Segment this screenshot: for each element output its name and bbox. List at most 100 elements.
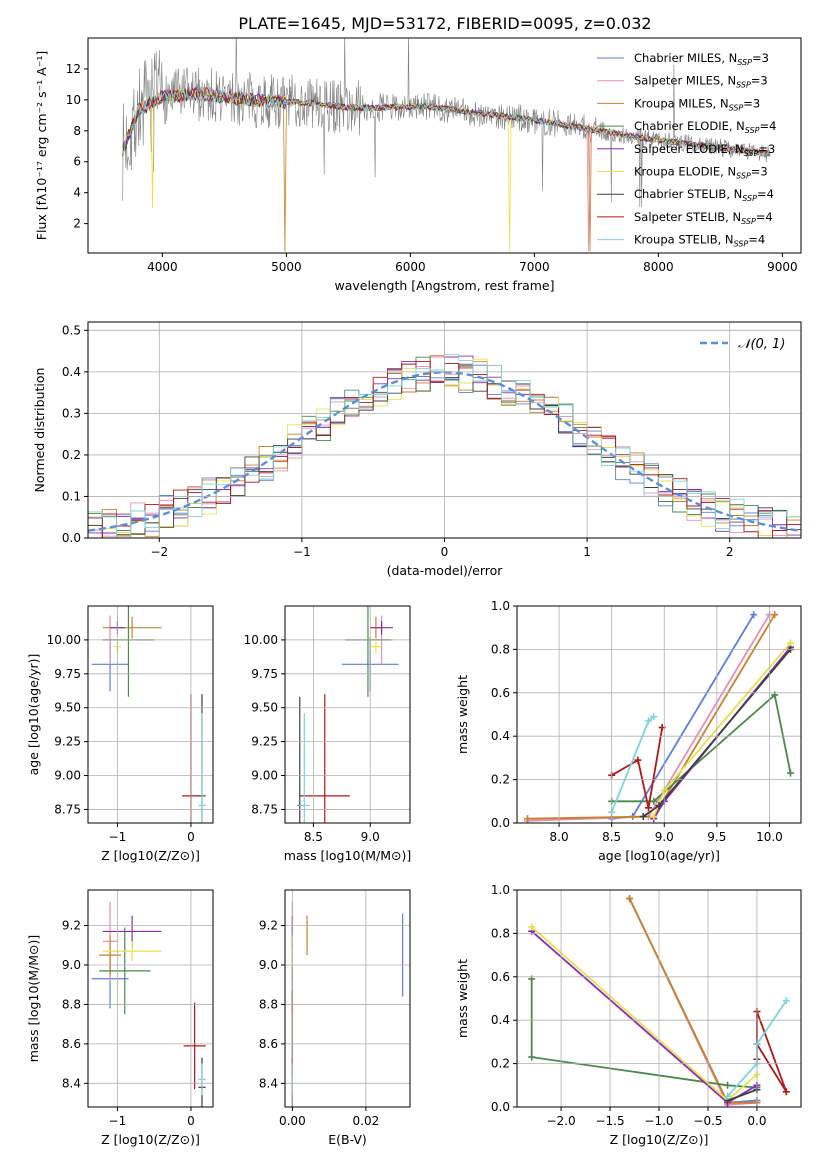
mass-weight-line xyxy=(727,1088,758,1102)
panel-weight_vs_age: 8.0 8.5 9.0 9.5 10.0 0.0 0.2 0.4 0.6 0.8 1.0 age [l… xyxy=(455,599,802,863)
legend-nssp-subscript: SSP xyxy=(736,172,751,181)
x-tick-label: 2 xyxy=(726,545,734,559)
legend-nssp-subscript: SSP xyxy=(736,81,751,90)
y-tick-label: 8.8 xyxy=(259,997,278,1011)
y-axis-label: Flux [fλ10⁻¹⁷ erg cm⁻² s⁻¹ A⁻¹] xyxy=(34,51,49,240)
axes-frame xyxy=(284,605,411,824)
legend-nssp-subscript: SSP xyxy=(729,103,744,112)
errorbar-point xyxy=(198,713,206,823)
mass-weight-line xyxy=(611,614,755,820)
x-tick-label: −0.5 xyxy=(693,1114,722,1128)
x-tick-label: 8.5 xyxy=(602,830,621,844)
y-tick-label: 9.50 xyxy=(251,701,278,715)
mass-weight-line xyxy=(531,926,758,1102)
y-tick-label: 9.75 xyxy=(54,667,81,681)
observed-spectrum xyxy=(122,38,771,208)
legend-model-name: Salpeter MILES xyxy=(634,74,720,88)
model-spectrum-line xyxy=(122,85,771,157)
y-axis-label: mass weight xyxy=(455,959,470,1038)
legend-entry: Kroupa ELODIE, NSSP=3 xyxy=(634,165,768,181)
plot-area-weight_vs_age xyxy=(524,611,794,823)
x-tick-label: 8.0 xyxy=(550,830,569,844)
y-tick-label: 0.2 xyxy=(62,448,81,462)
axes-frame xyxy=(87,37,802,254)
x-tick-label: 0.00 xyxy=(279,1114,306,1128)
legend-model-name: Salpeter STELIB xyxy=(634,210,725,224)
plot-area-mass_vs_ebv xyxy=(291,901,404,1107)
legend-nssp-symbol: , N xyxy=(713,96,729,110)
x-tick-label: −1.5 xyxy=(595,1114,624,1128)
legend-model-name: Chabrier MILES xyxy=(634,51,721,65)
errorbar-point xyxy=(370,639,382,654)
x-tick-label: −1.0 xyxy=(644,1114,673,1128)
legend-entry: Salpeter STELIB, NSSP=4 xyxy=(634,210,773,226)
panel-weight_vs_Z: −2.0 −1.5 −1.0 −0.5 0.0 0.0 0.2 0.4 0.6 0.8 1.0 Z [… xyxy=(455,883,802,1147)
y-tick-label: 10 xyxy=(66,93,81,107)
legend-nssp-subscript: SSP xyxy=(741,217,756,226)
legend-nssp-value: =4 xyxy=(756,210,773,224)
y-tick-label: 0.0 xyxy=(491,816,510,830)
axes-frame xyxy=(87,605,214,824)
errorbar-point xyxy=(99,927,151,1015)
legend-entry: Salpeter ELODIE, NSSP=3 xyxy=(634,142,775,158)
figure-title: PLATE=1645, MJD=53172, FIBERID=0095, z=0… xyxy=(238,14,651,33)
y-tick-label: 6 xyxy=(73,155,81,169)
x-tick-label: −2.0 xyxy=(546,1114,575,1128)
errorbar-point xyxy=(183,1002,206,1090)
legend-model-name: Kroupa STELIB xyxy=(634,233,718,247)
legend-model-name: Salpeter ELODIE xyxy=(634,142,728,156)
mass-weight-marker xyxy=(524,815,532,823)
legend-entry: Salpeter MILES, NSSP=3 xyxy=(634,74,768,90)
y-tick-label: 8.75 xyxy=(54,802,81,816)
x-tick-label: 9.0 xyxy=(361,830,380,844)
x-axis-label: mass [log10(M/M⊙)] xyxy=(284,848,412,863)
plot-area-age_vs_mass xyxy=(297,606,399,823)
y-tick-label: 8.4 xyxy=(62,1076,81,1090)
mass-weight-marker xyxy=(528,1053,536,1061)
axes-frame xyxy=(87,889,214,1108)
y-tick-label: 9.00 xyxy=(251,769,278,783)
y-tick-label: 8.75 xyxy=(251,802,278,816)
legend-model-name: Kroupa ELODIE xyxy=(634,165,720,179)
legend-nssp-symbol: , N xyxy=(720,165,736,179)
mass-weight-marker xyxy=(786,769,794,777)
y-tick-label: 8.8 xyxy=(62,997,81,1011)
mass-weight-marker xyxy=(639,812,647,820)
panel-spectrum: 4000 5000 6000 7000 8000 9000 2 4 6 8 10 12 waveleng… xyxy=(34,37,802,293)
y-tick-label: 0.1 xyxy=(62,489,81,503)
x-tick-label: 8.5 xyxy=(304,830,323,844)
y-tick-label: 0.0 xyxy=(491,1100,510,1114)
y-tick-label: 8.6 xyxy=(259,1037,278,1051)
legend-entry: Kroupa MILES, NSSP=3 xyxy=(634,96,760,112)
panel-mass_vs_ebv: 0.00 0.02 8.4 8.6 8.8 9.0 9.2 E(B-V) xyxy=(259,889,411,1147)
mass-weight-marker xyxy=(650,797,658,805)
mass-weight-marker xyxy=(644,717,652,725)
x-axis-label: (data-model)/error xyxy=(387,563,504,578)
legend-nssp-value: =3 xyxy=(758,142,775,156)
legend-nssp-symbol: , N xyxy=(729,119,745,133)
legend-nssp-value: =4 xyxy=(748,233,765,247)
legend-nssp-symbol: , N xyxy=(718,233,734,247)
y-tick-label: 0.4 xyxy=(62,365,81,379)
y-tick-label: 0.2 xyxy=(491,773,510,787)
mass-weight-marker xyxy=(626,895,634,903)
y-tick-label: 0.6 xyxy=(491,686,510,700)
x-tick-label: −1 xyxy=(109,1114,127,1128)
axes-frame xyxy=(87,321,802,539)
y-tick-label: 0.8 xyxy=(491,642,510,656)
mass-weight-marker xyxy=(771,611,779,619)
legend-nssp-subscript: SSP xyxy=(742,194,757,203)
x-tick-label: 0 xyxy=(187,830,195,844)
panel-residuals: −2 −1 0 1 2 0.0 0.1 0.2 0.3 0.4 0.5 (data-model)/er… xyxy=(32,321,802,578)
mass-weight-marker xyxy=(528,923,536,931)
legend-nssp-value: =4 xyxy=(757,187,774,201)
x-tick-label: 9.0 xyxy=(655,830,674,844)
legend-entry: Kroupa STELIB, NSSP=4 xyxy=(634,233,765,249)
x-tick-label: 0 xyxy=(441,545,449,559)
y-tick-label: 8.4 xyxy=(259,1076,278,1090)
plot-area-mass_vs_Z xyxy=(91,901,206,1107)
x-axis-label: age [log10(age/yr)] xyxy=(598,848,720,863)
x-tick-label: 5000 xyxy=(271,260,302,274)
errorbar-point xyxy=(198,1063,206,1096)
